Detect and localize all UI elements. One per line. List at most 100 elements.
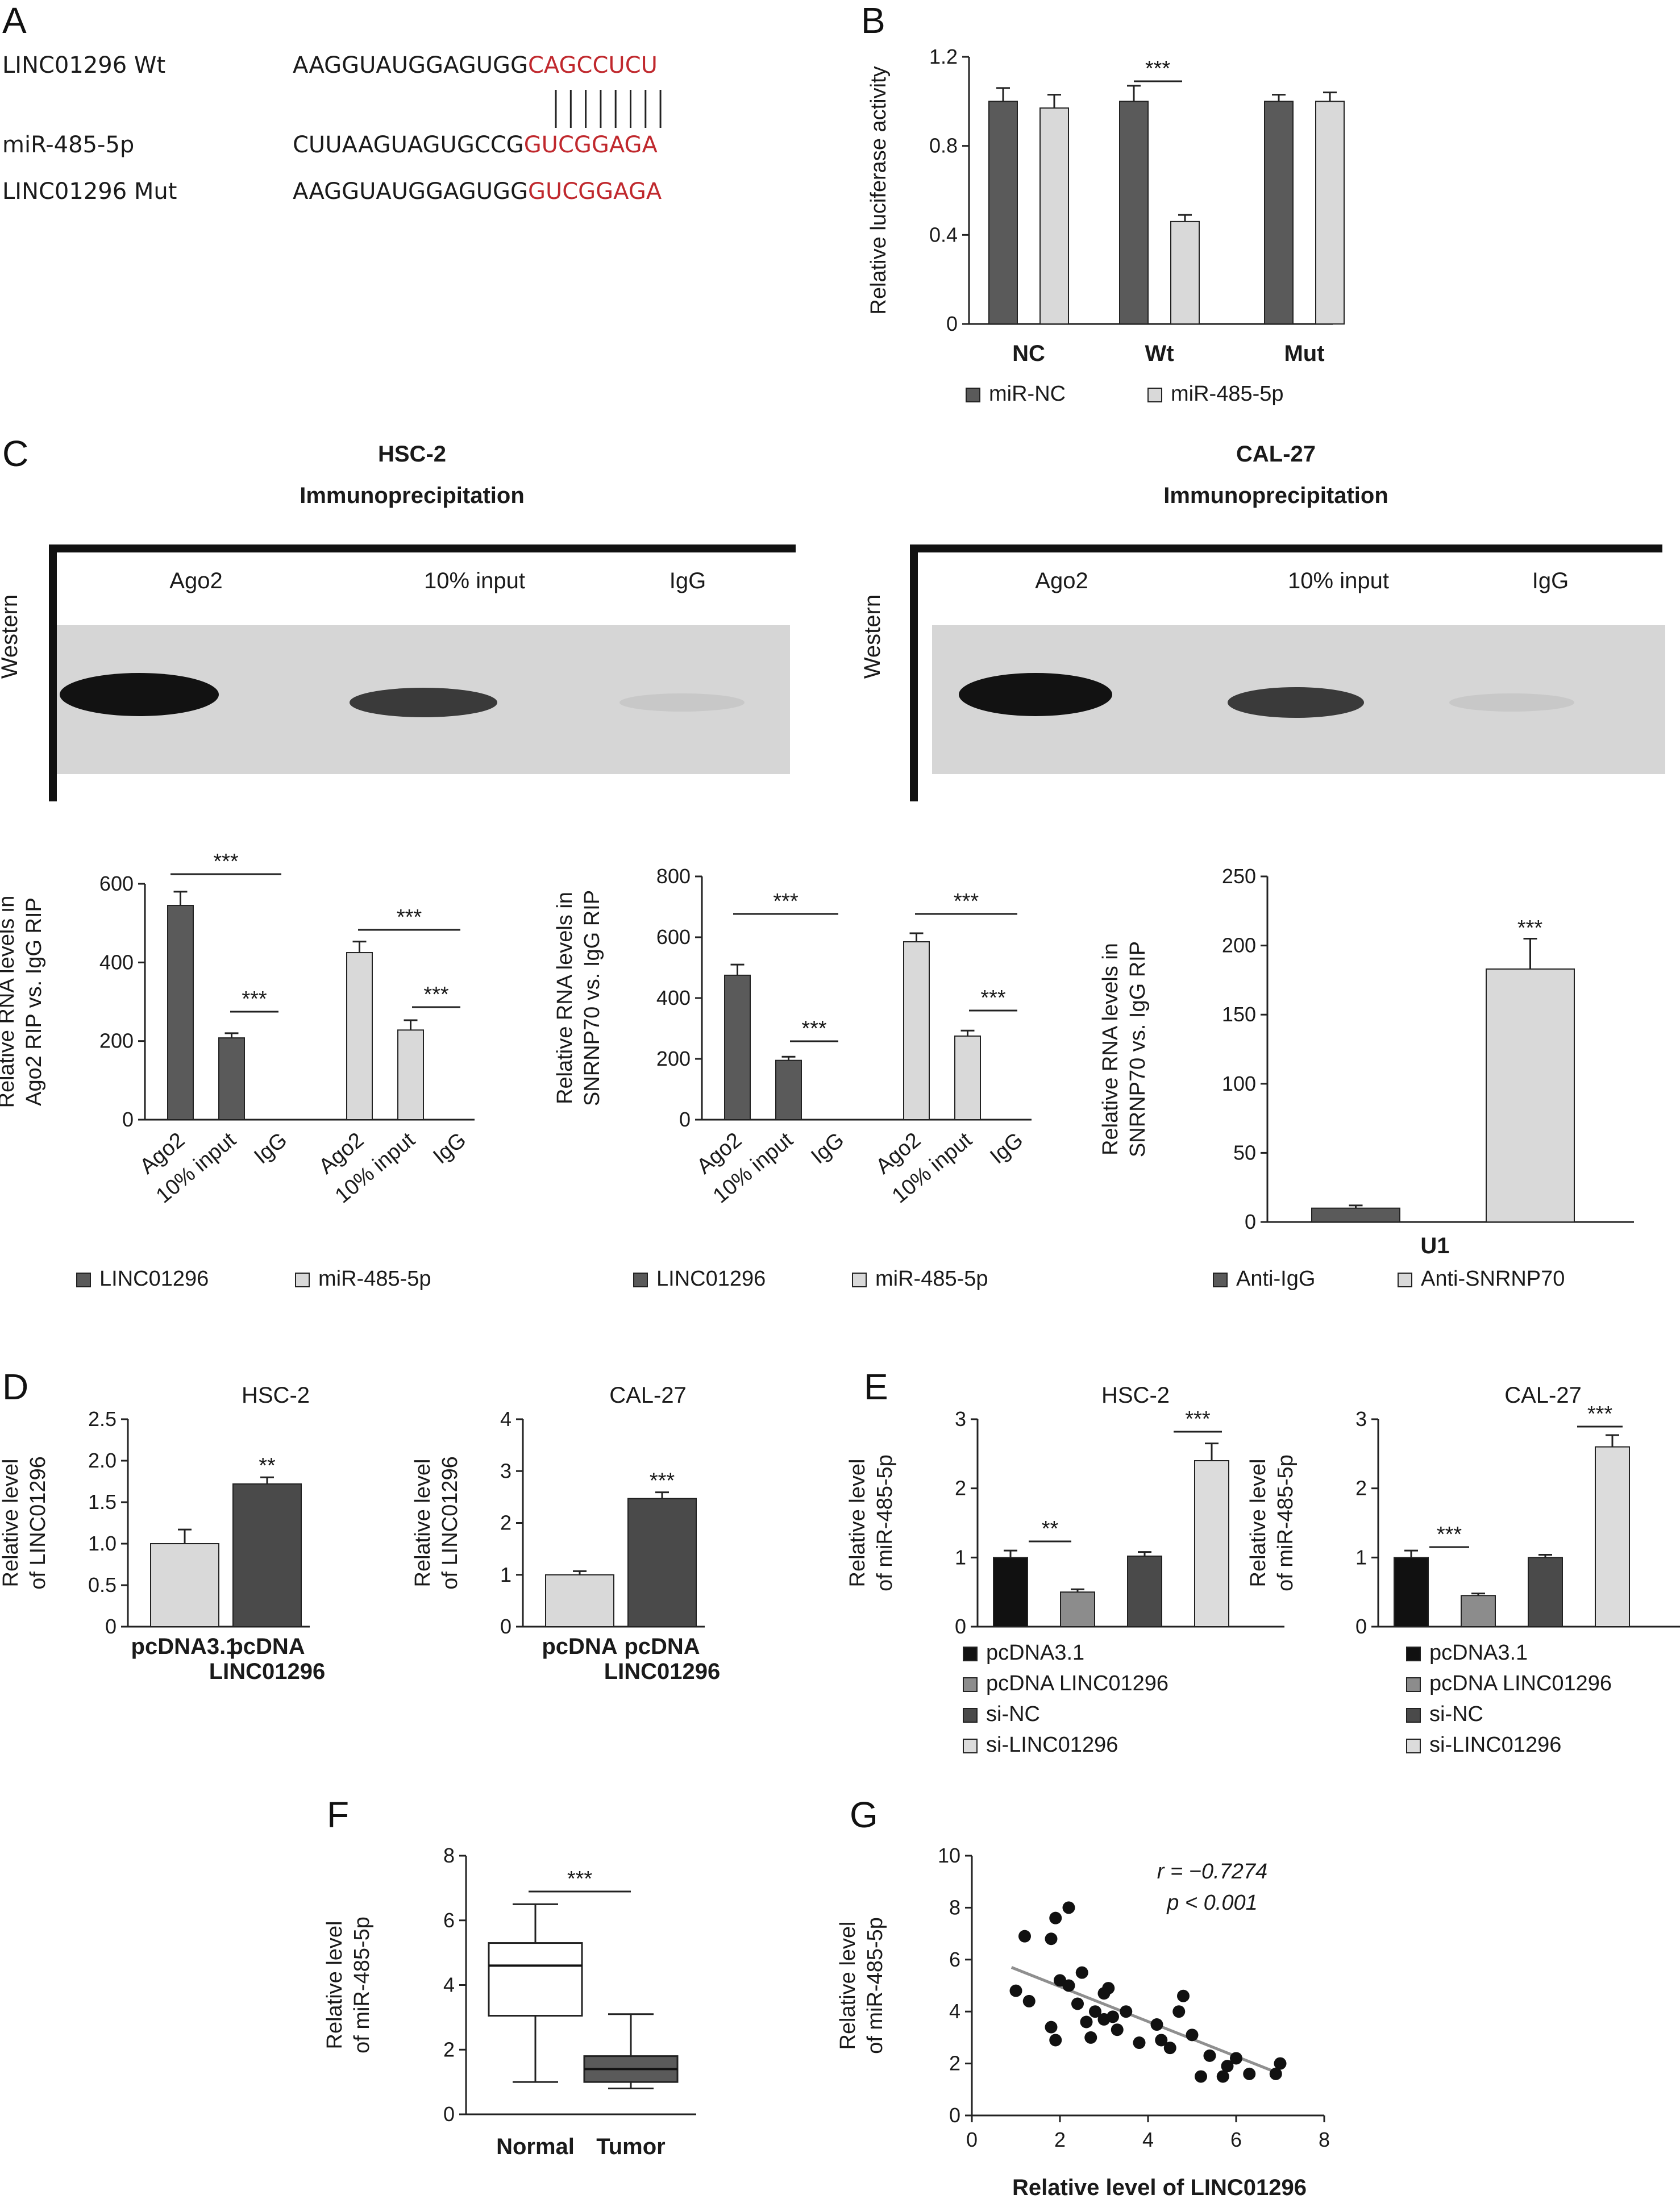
bar bbox=[150, 1543, 219, 1627]
scatter-point bbox=[1009, 1984, 1022, 1997]
bar bbox=[724, 974, 751, 1120]
scatter-point bbox=[1102, 1982, 1115, 1995]
bar bbox=[545, 1574, 614, 1627]
chart-title: CAL-27 bbox=[609, 1383, 687, 1408]
lane-igg: IgG bbox=[669, 568, 706, 593]
scatter-point bbox=[1177, 1989, 1190, 2002]
bar bbox=[954, 1035, 981, 1120]
y-tick-label: 0 bbox=[122, 1108, 134, 1131]
bar bbox=[1119, 101, 1149, 325]
significance-stars: *** bbox=[397, 905, 422, 929]
band-ago2 bbox=[60, 673, 219, 716]
y-tick-label: 8 bbox=[949, 1895, 960, 1919]
y-tick-label: 0 bbox=[1355, 1615, 1367, 1638]
lane-input: 10% input bbox=[424, 568, 525, 593]
correlation-p: p < 0.001 bbox=[1166, 1891, 1258, 1915]
y-axis-label: of miR-485-5p bbox=[350, 1917, 374, 2053]
legend-swatch bbox=[1213, 1273, 1228, 1287]
bar bbox=[1039, 107, 1069, 325]
legend-label: pcDNA3.1 bbox=[1429, 1641, 1528, 1665]
scatter-point bbox=[1062, 1979, 1075, 1992]
x-tick-label: 0 bbox=[966, 2128, 978, 2151]
y-tick-label: 0 bbox=[105, 1615, 117, 1638]
y-tick-label: 250 bbox=[1222, 864, 1256, 888]
y-tick-label: 6 bbox=[443, 1909, 455, 1932]
lane-input: 10% input bbox=[1288, 568, 1389, 593]
scatter-point bbox=[1195, 2070, 1207, 2083]
scatter-point bbox=[1022, 1994, 1036, 2007]
legend-label: miR-485-5p bbox=[875, 1267, 988, 1291]
legend-label: si-LINC01296 bbox=[1429, 1733, 1561, 1757]
scatter-point bbox=[1243, 2067, 1256, 2080]
bar bbox=[1486, 968, 1575, 1223]
significance-stars: *** bbox=[801, 1017, 827, 1041]
y-axis-label: of LINC01296 bbox=[26, 1456, 50, 1590]
y-axis-label: Relative RNA levels in bbox=[0, 896, 19, 1108]
legend-label: miR-485-5p bbox=[1171, 382, 1284, 406]
y-tick-label: 600 bbox=[99, 872, 134, 895]
x-category-label: Wt bbox=[1145, 341, 1174, 366]
band-ago2 bbox=[959, 673, 1112, 716]
y-tick-label: 0.4 bbox=[929, 223, 958, 246]
scatter-point bbox=[1203, 2049, 1216, 2062]
y-axis-label: Relative luciferase activity bbox=[867, 66, 891, 314]
x-category-label: Tumor bbox=[596, 2134, 665, 2159]
x-tick-label: 6 bbox=[1230, 2128, 1242, 2151]
bar bbox=[1170, 221, 1200, 325]
y-axis-label: of LINC01296 bbox=[438, 1456, 462, 1590]
x-tick-label: 2 bbox=[1054, 2128, 1066, 2151]
bar bbox=[1311, 1207, 1400, 1223]
scatter-point bbox=[1084, 2031, 1097, 2044]
x-category-label: pcDNA bbox=[624, 1634, 700, 1659]
significance-stars: *** bbox=[213, 850, 239, 874]
significance-stars: *** bbox=[423, 983, 449, 1007]
significance-stars: *** bbox=[1587, 1402, 1613, 1426]
panel-d-cal27-chart: CAL-27 0 1 2 3 4 Relative level of LINC01296 pcD… bbox=[411, 1383, 720, 1684]
panel-b-letter: B bbox=[861, 0, 885, 41]
significance-stars: *** bbox=[954, 889, 979, 913]
panel-e-letter: E bbox=[864, 1366, 888, 1407]
x-tick-label: 4 bbox=[1142, 2128, 1154, 2151]
chart-title: CAL-27 bbox=[1504, 1383, 1582, 1408]
bar bbox=[1394, 1557, 1429, 1627]
legend-label: miR-485-5p bbox=[318, 1267, 431, 1291]
y-axis-label: of miR-485-5p bbox=[873, 1454, 897, 1591]
scatter-point bbox=[1216, 2070, 1229, 2083]
y-tick-label: 1 bbox=[500, 1563, 512, 1586]
chart-title: HSC-2 bbox=[1101, 1383, 1170, 1408]
scatter-point bbox=[1150, 2018, 1163, 2031]
legend-label: pcDNA LINC01296 bbox=[1429, 1672, 1612, 1695]
scatter-point bbox=[1221, 2060, 1234, 2073]
scatter-point bbox=[1018, 1930, 1031, 1943]
y-tick-label: 1.2 bbox=[929, 45, 958, 68]
y-axis-label: Relative RNA levels in bbox=[1099, 943, 1122, 1155]
y-tick-label: 0 bbox=[949, 2104, 960, 2127]
scatter-point bbox=[1080, 2015, 1093, 2028]
y-tick-label: 4 bbox=[500, 1407, 512, 1431]
y-axis-label: Relative level bbox=[323, 1921, 347, 2050]
y-tick-label: 200 bbox=[656, 1047, 691, 1070]
blot-subtitle: Immunoprecipitation bbox=[300, 483, 525, 508]
y-axis-label: Relative level bbox=[836, 1922, 860, 2050]
bar bbox=[167, 905, 194, 1120]
bar bbox=[988, 101, 1018, 325]
bar bbox=[1461, 1595, 1496, 1627]
x-category-label: Normal bbox=[496, 2134, 575, 2159]
bar bbox=[1595, 1446, 1630, 1628]
y-axis-label: Relative level bbox=[1246, 1459, 1270, 1587]
band-input bbox=[350, 688, 497, 717]
panel-a-letter: A bbox=[2, 0, 27, 41]
y-tick-label: 3 bbox=[955, 1407, 966, 1431]
significance-stars: *** bbox=[1145, 57, 1171, 81]
correlation-r: r = −0.7274 bbox=[1157, 1860, 1267, 1884]
y-axis-label: Ago2 RIP vs. IgG RIP bbox=[22, 897, 46, 1106]
scatter-point bbox=[1133, 2036, 1146, 2050]
blot-frame-top bbox=[51, 544, 796, 552]
legend-swatch bbox=[963, 1647, 978, 1661]
panel-f-letter: F bbox=[327, 1794, 349, 1835]
scatter-point bbox=[1089, 2005, 1101, 2018]
panel-d-letter: D bbox=[2, 1366, 28, 1407]
y-tick-label: 1 bbox=[1355, 1545, 1367, 1569]
bar bbox=[1264, 101, 1294, 325]
